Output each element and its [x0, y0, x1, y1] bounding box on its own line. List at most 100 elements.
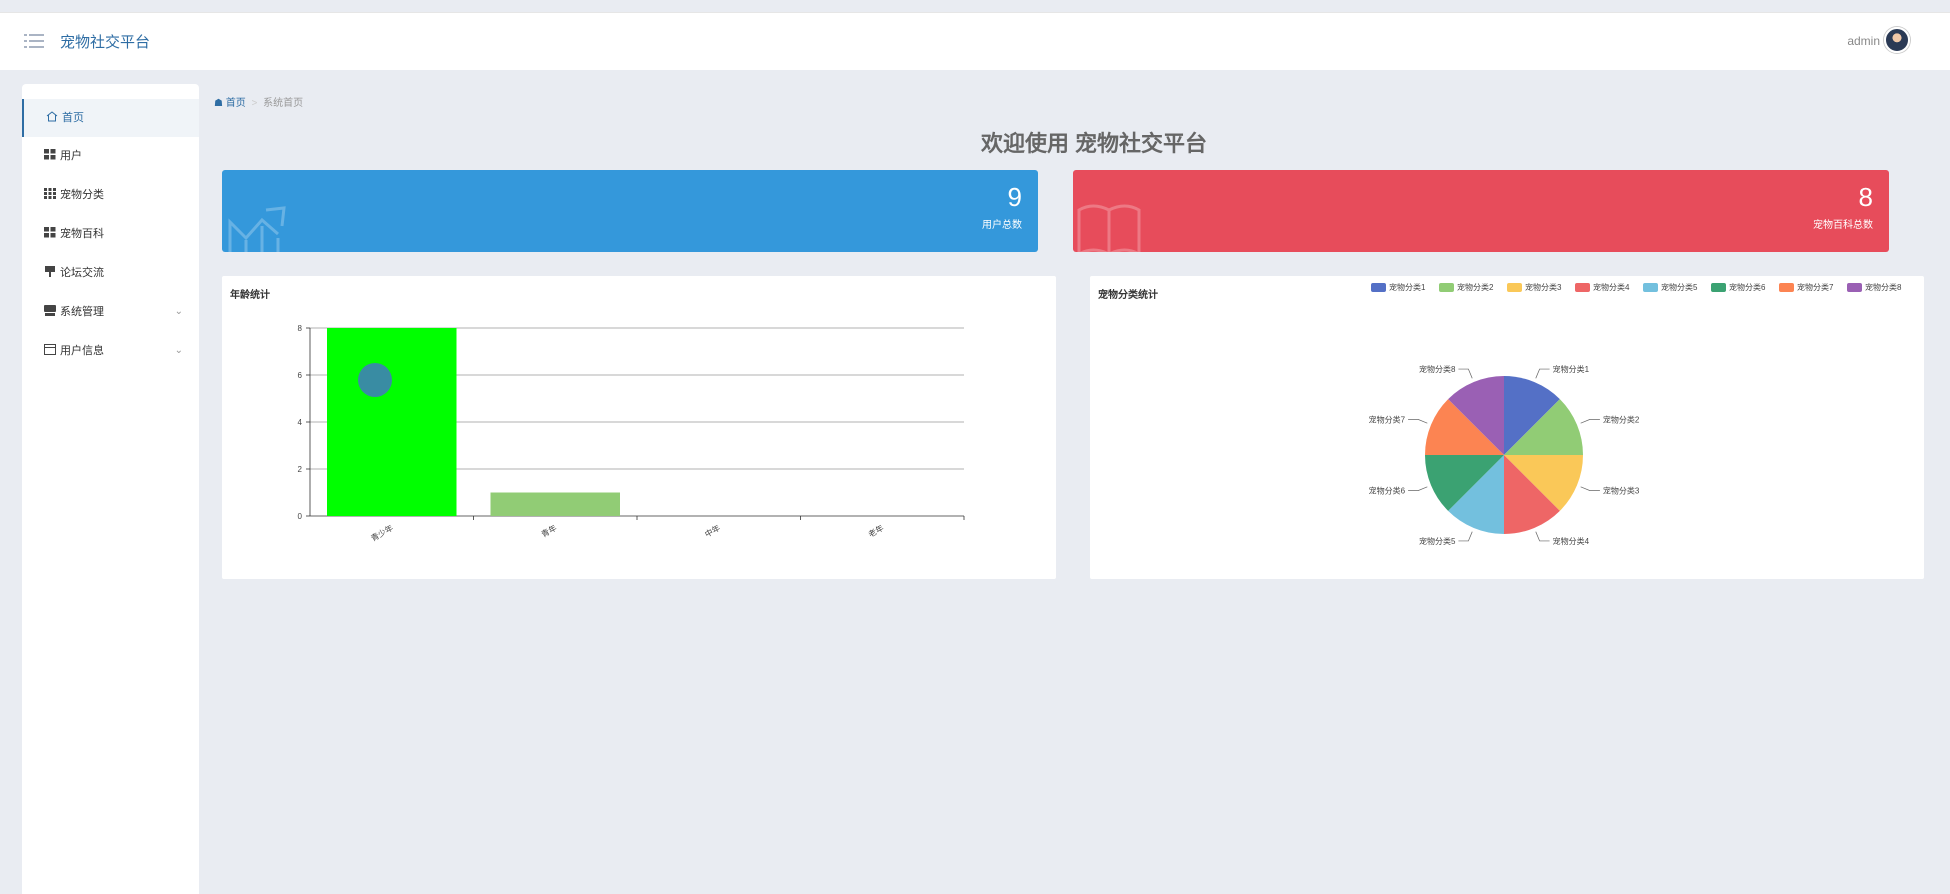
- stat-value: 9: [1007, 182, 1022, 212]
- page-title: 欢迎使用 宠物社交平台: [980, 131, 1208, 156]
- sidebar-item-label: 宠物分类: [60, 189, 104, 201]
- stat-label: 用户总数: [982, 220, 1022, 231]
- sidebar-item-label: 系统管理: [60, 306, 104, 318]
- grid-icon: [44, 149, 56, 160]
- user-info-icon: [44, 344, 56, 355]
- legend-label: 宠物分类6: [1729, 282, 1766, 292]
- legend-swatch: [1507, 283, 1522, 292]
- pie-label: 宠物分类2: [1603, 414, 1640, 424]
- category-pie-chart: 宠物分类1 宠物分类2 宠物分类3 宠物分类4 宠物分类5 宠物分类6 宠物分类7 宠物分类8…: [1369, 282, 1902, 546]
- x-tick-label: 中年: [703, 523, 722, 540]
- pie-label: 宠物分类3: [1603, 486, 1640, 496]
- pie-label-line: [1458, 531, 1473, 542]
- pie-slice: [1425, 455, 1504, 511]
- home-icon: ☗: [214, 98, 223, 109]
- breadcrumb: ☗ 首页 > 系统首页: [214, 94, 303, 109]
- legend-swatch: [1371, 283, 1386, 292]
- pie-label-line: [1408, 419, 1428, 424]
- breadcrumb-home[interactable]: ☗ 首页: [214, 98, 246, 109]
- pie-label: 宠物分类4: [1553, 536, 1590, 546]
- x-tick-label: 青年: [539, 523, 558, 540]
- legend-label: 宠物分类8: [1865, 282, 1902, 292]
- category-chart-panel: 宠物分类统计 宠物分类1 宠物分类2 宠物分类3 宠物分类4 宠物分类5 宠物分类6 宠物分…: [1090, 276, 1924, 579]
- sidebar-item-label: 论坛交流: [60, 267, 104, 279]
- sidebar-item-label: 宠物百科: [60, 228, 104, 240]
- breadcrumb-separator: >: [251, 98, 258, 109]
- legend-label: 宠物分类1: [1389, 282, 1426, 292]
- legend-swatch: [1643, 283, 1658, 292]
- x-tick-label: 青少年: [369, 523, 395, 544]
- forum-icon: [45, 266, 55, 277]
- bar: [490, 492, 620, 516]
- sidebar-item-forum[interactable]: 论坛交流: [22, 254, 199, 292]
- pie-slice: [1504, 455, 1560, 534]
- legend-label: 宠物分类4: [1593, 282, 1630, 292]
- age-chart-panel: 年龄统计 0 2 4 6 8 青少年 青年 中年 老年: [222, 276, 1056, 579]
- sidebar-item-users[interactable]: 用户: [22, 137, 199, 175]
- pie-label: 宠物分类8: [1419, 364, 1456, 374]
- cursor-highlight: [358, 363, 392, 397]
- y-tick-label: 8: [298, 324, 303, 333]
- pie-slice: [1448, 455, 1504, 534]
- legend-swatch: [1575, 283, 1590, 292]
- sidebar-item-system[interactable]: 系统管理 ⌄: [22, 293, 199, 331]
- pie-label: 宠物分类1: [1553, 364, 1590, 374]
- sidebar-item-label: 用户: [60, 150, 82, 162]
- sidebar: 首页 用户 宠物分类 宠物百科 论坛交流 系统管理 ⌄ 用户信息 ⌄: [22, 84, 199, 894]
- stat-card-encyclopedia[interactable]: 8 宠物百科总数: [1073, 170, 1889, 252]
- sidebar-item-user-info[interactable]: 用户信息 ⌄: [22, 332, 199, 370]
- chevron-down-icon: ⌄: [174, 306, 183, 317]
- bar: [327, 328, 457, 516]
- app-title: 宠物社交平台: [60, 34, 151, 51]
- top-bar: 宠物社交平台 admin: [0, 12, 1950, 70]
- pie-slice: [1448, 376, 1504, 455]
- chevron-down-icon: ⌄: [174, 345, 183, 356]
- legend-swatch: [1711, 283, 1726, 292]
- legend-label: 宠物分类3: [1525, 282, 1562, 292]
- y-tick-label: 6: [298, 371, 303, 380]
- pie-slice: [1504, 455, 1583, 511]
- pie-label-line: [1580, 486, 1600, 491]
- sidebar-item-label: 用户信息: [60, 345, 104, 357]
- chart-icon: [228, 206, 286, 252]
- age-bar-chart: 0 2 4 6 8 青少年 青年 中年 老年: [298, 324, 965, 544]
- sidebar-item-pet-category[interactable]: 宠物分类: [22, 176, 199, 214]
- pie-label-line: [1408, 486, 1428, 491]
- sidebar-item-home[interactable]: 首页: [22, 99, 199, 137]
- home-icon: [46, 111, 58, 122]
- sidebar-item-pet-encyclopedia[interactable]: 宠物百科: [22, 215, 199, 253]
- grid-icon: [44, 188, 56, 199]
- legend-swatch: [1779, 283, 1794, 292]
- x-tick-label: 老年: [866, 523, 885, 540]
- chart-title: 宠物分类统计: [1098, 290, 1158, 301]
- legend-label: 宠物分类2: [1457, 282, 1494, 292]
- avatar[interactable]: [1884, 27, 1910, 53]
- pie-slice: [1504, 399, 1583, 455]
- sidebar-item-label: 首页: [62, 112, 84, 124]
- pie-slice: [1504, 376, 1560, 455]
- legend-label: 宠物分类5: [1661, 282, 1698, 292]
- pie-label-line: [1535, 531, 1550, 542]
- system-icon: [44, 305, 56, 316]
- book-icon: [1077, 204, 1141, 252]
- legend-swatch: [1439, 283, 1454, 292]
- pie-label-line: [1535, 368, 1550, 379]
- pie-slice: [1425, 399, 1504, 455]
- pie-label: 宠物分类6: [1369, 486, 1406, 496]
- y-tick-label: 0: [298, 512, 303, 521]
- y-tick-label: 2: [298, 465, 303, 474]
- stat-label: 宠物百科总数: [1813, 220, 1873, 231]
- pie-label: 宠物分类5: [1419, 536, 1456, 546]
- pie-label-line: [1458, 368, 1473, 379]
- chart-title: 年龄统计: [230, 290, 270, 301]
- stat-card-users[interactable]: 9 用户总数: [222, 170, 1038, 252]
- stat-value: 8: [1858, 182, 1873, 212]
- username[interactable]: admin: [1847, 34, 1880, 48]
- pie-label: 宠物分类7: [1369, 414, 1406, 424]
- legend-label: 宠物分类7: [1797, 282, 1834, 292]
- legend-swatch: [1847, 283, 1862, 292]
- y-tick-label: 4: [298, 418, 303, 427]
- breadcrumb-current: 系统首页: [263, 98, 304, 109]
- pie-label-line: [1580, 419, 1600, 424]
- menu-list-icon[interactable]: [24, 33, 44, 49]
